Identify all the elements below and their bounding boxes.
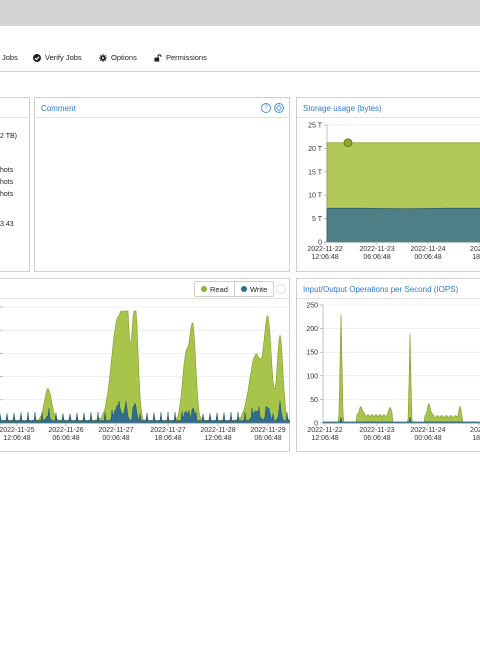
toolbar-options-button[interactable]: Options <box>99 53 137 62</box>
x-tick-label-date: 2022-11-22 <box>307 246 342 253</box>
y-tick-label: 15 T <box>308 169 323 176</box>
gear-icon[interactable] <box>274 103 284 113</box>
iops-series-read-area <box>323 314 480 424</box>
check-circle-icon <box>33 53 41 62</box>
x-tick-label-time: 18:06:48 <box>154 435 181 442</box>
y-tick-label: 0 <box>314 421 318 428</box>
x-tick-label-date: 2022-11-24 <box>410 246 445 253</box>
y-tick-label: 5 T <box>312 216 323 223</box>
x-tick-label-time: 06:06:48 <box>363 435 390 442</box>
iops-panel-title: Input/Output Operations per Second (IOPS… <box>303 285 459 294</box>
y-tick-label: 100 <box>306 373 318 380</box>
toolbar: Jobs Verify Jobs Options Permissions <box>0 42 480 72</box>
summary-line-snapshots-1: hots <box>0 167 14 174</box>
legend-extra-icon[interactable] <box>276 284 286 294</box>
toolbar-options-label: Options <box>111 53 137 62</box>
summary-panel-header <box>0 98 29 118</box>
x-tick-label-time: 06:06:48 <box>254 435 281 442</box>
summary-panel <box>0 97 30 272</box>
iops-series-write-area <box>322 416 480 424</box>
y-tick-label: 10 T <box>308 193 323 200</box>
y-tick-label: 25 T <box>308 123 323 130</box>
y-tick-label: 0 <box>318 240 322 247</box>
x-tick-label-date: 2022-11-25 <box>0 427 35 434</box>
summary-line-value: 3.43 <box>0 221 14 228</box>
x-tick-label-date: 2022-11-23 <box>359 427 394 434</box>
legend-write-toggle[interactable]: Write <box>233 282 273 296</box>
y-tick-label: 200 <box>306 326 318 333</box>
toolbar-jobs-button[interactable]: Jobs <box>2 53 18 62</box>
help-icon[interactable]: ? <box>261 103 271 113</box>
toolbar-permissions-button[interactable]: Permissions <box>154 53 207 62</box>
toolbar-permissions-label: Permissions <box>166 53 207 62</box>
iops-panel-header: Input/Output Operations per Second (IOPS… <box>297 279 480 299</box>
x-tick-label-time: 12:06:48 <box>3 435 30 442</box>
x-tick-label-date: 2022-11-23 <box>359 246 394 253</box>
storage-usage-panel-header: Storage usage (bytes) <box>297 98 480 118</box>
toolbar-verify-jobs-button[interactable]: Verify Jobs <box>33 53 82 62</box>
x-tick-label-time: 06:06:48 <box>52 435 79 442</box>
window-title-bar <box>0 0 480 26</box>
summary-line-snapshots-3: hots <box>0 191 14 198</box>
io-throughput-panel-header <box>0 279 289 299</box>
x-tick-label-date: 2022-11-24 <box>410 427 445 434</box>
y-tick-label: 250 <box>306 303 318 310</box>
legend-read-toggle[interactable]: Read <box>195 282 234 296</box>
x-tick-label-date: 2022-11-29 <box>250 427 285 434</box>
storage-usage-panel-title: Storage usage (bytes) <box>303 104 382 113</box>
gear-icon <box>99 53 107 62</box>
x-tick-label-date: 2022- <box>470 246 480 253</box>
x-tick-label-time: 12:06:48 <box>311 254 338 261</box>
x-tick-label-time: 00:06:48 <box>414 435 441 442</box>
write-dot-icon <box>240 286 247 292</box>
x-tick-label-date: 2022-11-26 <box>48 427 83 434</box>
x-tick-label-time: 18:0 <box>472 254 480 261</box>
legend-read-label: Read <box>210 284 228 294</box>
unlock-icon <box>154 53 162 62</box>
x-tick-label-time: 06:06:48 <box>363 254 390 261</box>
legend-write-label: Write <box>249 284 268 294</box>
x-tick-label-date: 2022-11-28 <box>200 427 235 434</box>
x-tick-label-date: 2022-11-22 <box>307 427 342 434</box>
x-tick-label-date: 2022-11-27 <box>150 427 185 434</box>
x-tick-label-time: 12:06:48 <box>311 435 338 442</box>
toolbar-verify-jobs-label: Verify Jobs <box>45 53 82 62</box>
comment-panel-title: Comment <box>41 104 76 113</box>
io-legend: Read Write <box>194 281 275 297</box>
comment-panel: Comment ? <box>34 97 290 272</box>
x-tick-label-time: 00:06:48 <box>414 254 441 261</box>
io-throughput-chart: 2022-11-2512:06:482022-11-2606:06:482022… <box>0 306 290 442</box>
y-tick-label: 20 T <box>308 146 323 153</box>
x-tick-label-date: 2022-11-27 <box>98 427 133 434</box>
x-tick-label-time: 00:06:48 <box>102 435 129 442</box>
comment-panel-header: Comment ? <box>35 98 289 118</box>
x-tick-label-time: 12:06:48 <box>204 435 231 442</box>
storage-series-used-area <box>326 207 480 243</box>
read-dot-icon <box>201 286 207 292</box>
comment-text-area[interactable] <box>35 118 289 271</box>
x-tick-label-time: 18:0 <box>472 435 480 442</box>
y-tick-label: 50 <box>310 397 318 404</box>
storage-hover-marker <box>343 138 353 148</box>
io-series-write-area <box>0 400 290 424</box>
summary-line-snapshots-2: hots <box>0 179 14 186</box>
io-series-read-area <box>0 310 290 424</box>
x-tick-label-date: 2022- <box>470 427 480 434</box>
toolbar-jobs-label: Jobs <box>2 53 18 62</box>
y-tick-label: 150 <box>306 350 318 357</box>
summary-line-capacity: 2 TB) <box>0 133 17 140</box>
